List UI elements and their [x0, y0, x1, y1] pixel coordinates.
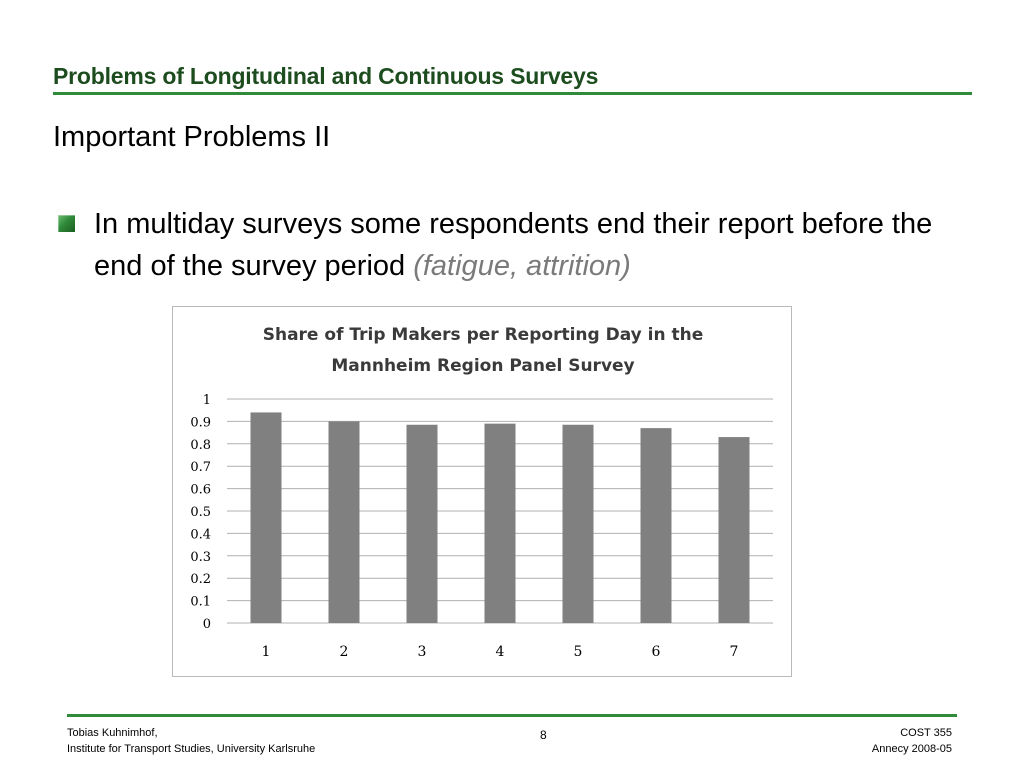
- x-category-label: 4: [496, 644, 505, 660]
- slide-subtitle: Important Problems II: [53, 121, 331, 153]
- y-tick-label: 1: [203, 393, 211, 408]
- x-category-label: 1: [262, 644, 271, 660]
- y-tick-label: 0.1: [190, 595, 211, 610]
- bullet-text: In multiday surveys some respondents end…: [94, 208, 933, 282]
- x-category-label: 5: [574, 644, 583, 660]
- bar: [484, 423, 516, 623]
- bar: [718, 437, 750, 623]
- y-tick-label: 0.8: [190, 438, 211, 453]
- footer-event: COST 355: [900, 727, 952, 739]
- bullet-item: In multiday surveys some respondents end…: [94, 203, 954, 287]
- x-category-label: 6: [652, 644, 661, 660]
- bar: [640, 428, 672, 623]
- bar-chart: Share of Trip Makers per Reporting Day i…: [190, 325, 773, 660]
- x-category-label: 7: [730, 644, 739, 660]
- bar: [406, 424, 438, 623]
- y-tick-label: 0.3: [190, 550, 211, 565]
- bar: [562, 424, 594, 623]
- chart-container: Share of Trip Makers per Reporting Day i…: [172, 306, 792, 677]
- footer-institute: Institute for Transport Studies, Univers…: [67, 743, 316, 755]
- footer-author: Tobias Kuhnimhof,: [67, 727, 158, 739]
- footer-author-block: Tobias Kuhnimhof, Institute for Transpor…: [67, 725, 315, 757]
- bullet-note: (fatigue, attrition): [413, 250, 631, 282]
- bar: [250, 412, 282, 623]
- y-tick-label: 0: [203, 617, 211, 632]
- y-tick-label: 0.4: [190, 527, 211, 542]
- chart-title-line: Mannheim Region Panel Survey: [331, 356, 634, 376]
- square-bullet-icon: [58, 215, 75, 232]
- footer-date: Annecy 2008-05: [871, 743, 952, 755]
- slide-title: Problems of Longitudinal and Continuous …: [53, 63, 599, 89]
- footer-divider: [67, 714, 957, 717]
- x-category-label: 3: [418, 644, 427, 660]
- y-tick-label: 0.7: [190, 460, 211, 475]
- title-divider: [53, 92, 972, 95]
- y-tick-label: 0.9: [190, 415, 211, 430]
- y-tick-label: 0.6: [190, 483, 211, 498]
- chart-title-line: Share of Trip Makers per Reporting Day i…: [263, 325, 704, 345]
- bar: [328, 421, 360, 623]
- y-tick-label: 0.2: [190, 572, 211, 587]
- page-number: 8: [540, 728, 547, 742]
- y-tick-label: 0.5: [190, 505, 211, 520]
- x-category-label: 2: [340, 644, 349, 660]
- footer-event-block: COST 355 Annecy 2008-05: [872, 725, 952, 757]
